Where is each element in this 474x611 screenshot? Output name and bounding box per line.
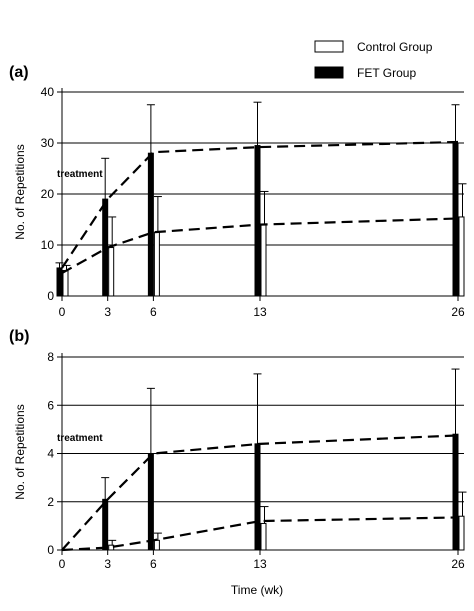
trend-line-control-b — [61, 516, 459, 552]
treatment-annotation-b: treatment — [57, 433, 103, 444]
panel-label-b: (b) — [9, 328, 29, 345]
trend-line-fet-b — [61, 434, 459, 551]
bar-control-a-0 — [62, 270, 69, 297]
y-tick-label-b-4: 8 — [47, 350, 54, 364]
x-tick-label-b-2: 6 — [150, 557, 157, 571]
x-tick-label-b-4: 26 — [451, 557, 465, 571]
y-tick-label-a-0: 0 — [47, 289, 54, 303]
bar-control-b-2 — [153, 539, 160, 551]
panel-b: (b) No. of Repetitions treatment Time (w… — [9, 328, 467, 597]
bar-fet-b-2 — [147, 453, 154, 551]
legend-label-control: Control Group — [357, 40, 433, 54]
bar-fet-b-3 — [254, 443, 261, 551]
x-tick-label-b-1: 3 — [104, 557, 111, 571]
x-axis-title: Time (wk) — [231, 583, 283, 597]
y-tick-label-b-1: 2 — [47, 495, 54, 509]
bar-control-a-4 — [458, 216, 465, 297]
trend-line-fet-a — [61, 140, 459, 269]
bar-fet-a-2 — [147, 152, 154, 297]
bar-control-b-3 — [260, 522, 267, 551]
bar-control-a-1 — [108, 247, 115, 297]
x-tick-label-b-0: 0 — [59, 557, 66, 571]
bar-fet-b-1 — [102, 498, 109, 551]
y-tick-label-a-3: 30 — [41, 136, 55, 150]
x-tick-label-a-3: 13 — [253, 305, 267, 319]
bar-control-a-2 — [153, 231, 160, 297]
legend: Control Group FET Group — [314, 40, 433, 80]
legend-swatch-control — [314, 40, 344, 53]
legend-item-fet: FET Group — [314, 66, 416, 80]
y-axis-title-b: No. of Repetitions — [13, 404, 27, 499]
y-tick-label-b-3: 6 — [47, 398, 54, 412]
y-tick-label-b-0: 0 — [47, 543, 54, 557]
trend-line-control-a — [61, 217, 459, 275]
bar-fet-b-4 — [452, 433, 459, 551]
x-tick-label-b-3: 13 — [253, 557, 267, 571]
legend-item-control: Control Group — [314, 40, 433, 54]
y-axis-title-a: No. of Repetitions — [13, 144, 27, 239]
bar-fet-a-0 — [56, 267, 63, 297]
panel-a: (a) No. of Repetitions treatment 0102030… — [9, 64, 467, 319]
y-tick-label-a-1: 10 — [41, 238, 55, 252]
legend-swatch-fet — [314, 66, 344, 79]
treatment-annotation-a: treatment — [57, 169, 103, 180]
x-tick-label-a-1: 3 — [104, 305, 111, 319]
legend-label-fet: FET Group — [357, 66, 416, 80]
bar-control-a-3 — [260, 224, 267, 297]
y-tick-label-a-4: 40 — [41, 85, 55, 99]
y-tick-label-a-2: 20 — [41, 187, 55, 201]
x-tick-label-a-4: 26 — [451, 305, 465, 319]
panel-label-a: (a) — [9, 64, 29, 81]
x-tick-label-a-0: 0 — [59, 305, 66, 319]
x-tick-label-a-2: 6 — [150, 305, 157, 319]
bar-fet-a-3 — [254, 145, 261, 297]
bar-control-b-4 — [458, 515, 465, 551]
y-tick-label-b-2: 4 — [47, 447, 54, 461]
